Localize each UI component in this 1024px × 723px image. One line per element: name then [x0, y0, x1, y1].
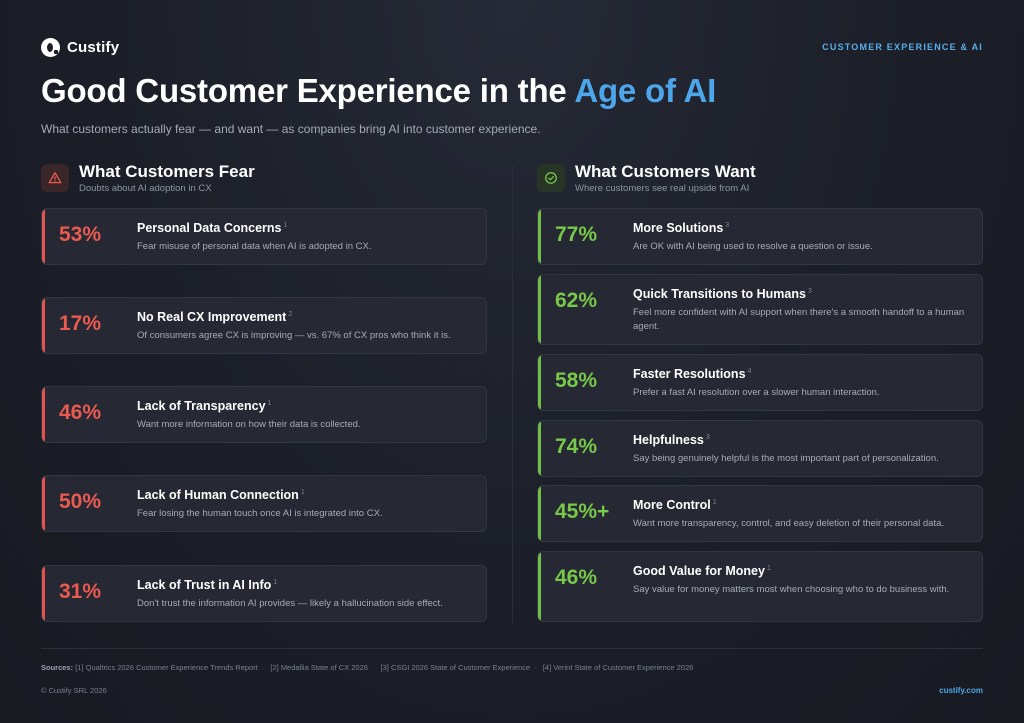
source-item: [3] CSGI 2026 State of Customer Experien… — [380, 663, 531, 672]
stat-title: Quick Transitions to Humans 3 — [633, 287, 812, 301]
want-card-more-control: 45%+ More Control 1 Want more transparenc… — [537, 485, 983, 542]
stat-value: 62% — [555, 289, 598, 312]
page-title: Good Customer Experience in the Age of A… — [41, 72, 716, 110]
footnote-ref: 1 — [283, 222, 288, 229]
stat-value: 45%+ — [555, 500, 610, 523]
stat-title: Helpfulness 3 — [633, 433, 710, 447]
copyright: © Custify SRL 2026 — [41, 686, 107, 695]
stat-value: 46% — [59, 401, 102, 424]
check-circle-icon — [537, 164, 565, 192]
brand-name: Custify — [67, 39, 120, 56]
fear-card-personal-data: 53% Personal Data Concerns 1 Fear misuse … — [41, 208, 487, 265]
fears-title: What Customers Fear — [79, 162, 255, 181]
footnote-ref: 3 — [807, 288, 812, 295]
stat-value: 74% — [555, 435, 598, 458]
site-link[interactable]: custify.com — [939, 686, 983, 695]
stat-title: More Control 1 — [633, 498, 717, 512]
fear-card-human-connection: 50% Lack of Human Connection 1 Fear losin… — [41, 475, 487, 532]
source-item: [2] Medallia State of CX 2026 — [270, 663, 368, 672]
stat-value: 50% — [59, 490, 102, 513]
warning-icon — [41, 164, 69, 192]
stat-description: Prefer a fast AI resolution over a slowe… — [633, 387, 880, 398]
fear-card-transparency: 46% Lack of Transparency 1 Want more info… — [41, 386, 487, 443]
stat-description: Of consumers agree CX is improving — vs.… — [137, 330, 451, 341]
stat-title: Lack of Trust in AI Info 1 — [137, 578, 278, 592]
title-accent: Age of AI — [574, 72, 717, 109]
page-subtitle: What customers actually fear — and want … — [41, 122, 541, 136]
stat-value: 17% — [59, 312, 102, 335]
source-item: [4] Verint State of Customer Experience … — [542, 663, 694, 672]
stat-description: Are OK with AI being used to resolve a q… — [633, 241, 873, 252]
wants-header: What Customers Want Where customers see … — [537, 162, 983, 202]
column-divider — [512, 165, 513, 625]
stat-description: Want more information on how their data … — [137, 419, 361, 430]
category-label: CUSTOMER EXPERIENCE & AI — [822, 42, 983, 52]
want-card-faster-resolutions: 58% Faster Resolutions 4 Prefer a fast AI… — [537, 354, 983, 411]
wants-title: What Customers Want — [575, 162, 756, 181]
fear-card-trust: 31% Lack of Trust in AI Info 1 Don't trus… — [41, 565, 487, 622]
footnote-ref: 3 — [705, 434, 710, 441]
stat-title: Good Value for Money 1 — [633, 564, 771, 578]
wants-column: What Customers Want Where customers see … — [537, 162, 983, 622]
sources-list: Sources: [1] Qualtrics 2026 Customer Exp… — [41, 663, 694, 672]
stat-description: Want more transparency, control, and eas… — [633, 518, 945, 529]
stat-value: 77% — [555, 223, 598, 246]
want-card-value-for-money: 46% Good Value for Money 1 Say value for … — [537, 551, 983, 622]
footnote-ref: 1 — [300, 489, 305, 496]
stat-title: Lack of Human Connection 1 — [137, 488, 305, 502]
footnote-ref: 4 — [747, 368, 752, 375]
want-card-more-solutions: 77% More Solutions 3 Are OK with AI being… — [537, 208, 983, 265]
footnote-ref: 1 — [712, 499, 717, 506]
stat-title: More Solutions 3 — [633, 221, 730, 235]
custify-logo-icon — [41, 38, 60, 57]
stat-value: 31% — [59, 580, 102, 603]
want-card-quick-transitions: 62% Quick Transitions to Humans 3 Feel mo… — [537, 274, 983, 345]
stat-description: Fear misuse of personal data when AI is … — [137, 241, 372, 252]
stat-value: 46% — [555, 566, 598, 589]
title-main: Good Customer Experience in the — [41, 72, 575, 109]
fears-subtitle: Doubts about AI adoption in CX — [79, 183, 212, 194]
stat-description: Fear losing the human touch once AI is i… — [137, 508, 383, 519]
stat-description: Feel more confident with AI support when… — [633, 307, 965, 332]
stat-value: 53% — [59, 223, 102, 246]
fears-column: What Customers Fear Doubts about AI adop… — [41, 162, 487, 622]
stat-description: Say value for money matters most when ch… — [633, 584, 950, 595]
brand-logo[interactable]: Custify — [41, 38, 983, 57]
stat-title: No Real CX Improvement 2 — [137, 310, 293, 324]
header: Custify CUSTOMER EXPERIENCE & AI — [41, 38, 983, 58]
stat-title: Faster Resolutions 4 — [633, 367, 752, 381]
footnote-ref: 1 — [267, 400, 272, 407]
fears-header: What Customers Fear Doubts about AI adop… — [41, 162, 487, 202]
want-card-helpfulness: 74% Helpfulness 3 Say being genuinely hel… — [537, 420, 983, 477]
footnote-ref: 3 — [725, 222, 730, 229]
footnote-ref: 1 — [273, 579, 278, 586]
footnote-ref: 2 — [288, 311, 293, 318]
stat-description: Don't trust the information AI provides … — [137, 598, 443, 609]
stat-value: 58% — [555, 369, 598, 392]
wants-subtitle: Where customers see real upside from AI — [575, 183, 750, 194]
stat-title: Lack of Transparency 1 — [137, 399, 272, 413]
stat-description: Say being genuinely helpful is the most … — [633, 453, 939, 464]
footer-divider — [41, 648, 983, 649]
source-item: [1] Qualtrics 2026 Customer Experience T… — [75, 663, 258, 672]
footnote-ref: 1 — [766, 565, 771, 572]
fear-card-no-improvement: 17% No Real CX Improvement 2 Of consumers… — [41, 297, 487, 354]
stat-title: Personal Data Concerns 1 — [137, 221, 288, 235]
sources-label: Sources: — [41, 663, 74, 672]
